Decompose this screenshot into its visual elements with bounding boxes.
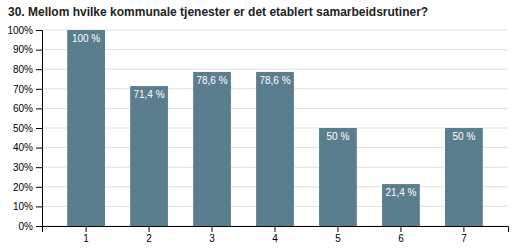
y-tick-mark bbox=[36, 148, 42, 149]
y-tick: 50% bbox=[13, 123, 42, 134]
y-tick-label: 80% bbox=[13, 64, 33, 75]
data-label: 78,6 % bbox=[259, 75, 290, 86]
y-tick: 70% bbox=[13, 84, 42, 95]
x-tick-label: 5 bbox=[335, 233, 341, 244]
y-tick: 30% bbox=[13, 162, 42, 173]
grid bbox=[42, 30, 508, 226]
x-tick: 3 bbox=[209, 226, 215, 244]
y-tick-mark bbox=[36, 226, 42, 227]
y-tick-mark bbox=[36, 206, 42, 207]
y-tick-mark bbox=[36, 108, 42, 109]
x-tick: 1 bbox=[83, 226, 89, 244]
title: 30. Mellom hvilke kommunale tjenester er… bbox=[8, 5, 428, 19]
x-tick-mark bbox=[212, 226, 213, 232]
chart-container: 30. Mellom hvilke kommunale tjenester er… bbox=[0, 0, 520, 250]
x-axis-line bbox=[43, 227, 509, 233]
x-tick-label: 7 bbox=[461, 233, 467, 244]
y-tick-label: 100% bbox=[7, 25, 33, 36]
y-tick-label: 0% bbox=[19, 221, 34, 232]
bar bbox=[67, 30, 105, 226]
y-tick-label: 70% bbox=[13, 84, 33, 95]
x-tick-mark bbox=[400, 226, 401, 232]
y-tick: 80% bbox=[13, 64, 42, 75]
data-label: 78,6 % bbox=[196, 75, 227, 86]
grid-line bbox=[42, 30, 508, 31]
y-tick-mark bbox=[36, 128, 42, 129]
x-tick-label: 4 bbox=[272, 233, 278, 244]
y-tick-mark bbox=[36, 69, 42, 70]
y-tick-mark bbox=[36, 89, 42, 90]
y-tick: 100% bbox=[7, 25, 42, 36]
x-tick-mark bbox=[463, 226, 464, 232]
bar bbox=[382, 184, 420, 226]
bar bbox=[445, 128, 483, 226]
x-tick-mark bbox=[149, 226, 150, 232]
grid-line bbox=[42, 49, 508, 50]
x-tick: 7 bbox=[461, 226, 467, 244]
grid-line bbox=[42, 69, 508, 70]
x-tick-mark bbox=[86, 226, 87, 232]
data-label: 50 % bbox=[327, 131, 350, 142]
data-label: 100 % bbox=[72, 33, 100, 44]
x-tick-label: 2 bbox=[146, 233, 152, 244]
data-label: 21,4 % bbox=[385, 187, 416, 198]
y-tick-label: 50% bbox=[13, 123, 33, 134]
x-axis: 1 2 3 4 5 6 7 bbox=[43, 226, 509, 244]
y-tick: 90% bbox=[13, 44, 42, 55]
bar bbox=[319, 128, 357, 226]
y-tick-label: 90% bbox=[13, 44, 33, 55]
y-tick-mark bbox=[36, 187, 42, 188]
y-tick-label: 40% bbox=[13, 142, 33, 153]
data-label: 71,4 % bbox=[133, 89, 164, 100]
y-tick: 60% bbox=[13, 103, 42, 114]
x-tick-mark bbox=[337, 226, 338, 232]
x-tick: 6 bbox=[398, 226, 404, 244]
bar bbox=[256, 72, 294, 226]
y-tick-label: 10% bbox=[13, 201, 33, 212]
y-axis: 0% 10% 20% 30% 40% 50% 60% 70% 80% 90% 100% bbox=[7, 25, 42, 232]
x-tick: 5 bbox=[335, 226, 341, 244]
bars bbox=[67, 30, 483, 226]
x-tick: 2 bbox=[146, 226, 152, 244]
y-tick-mark bbox=[36, 50, 42, 51]
data-labels: 100 % 71,4 % 78,6 % 78,6 % 50 % 21,4 % 50 % bbox=[72, 33, 476, 198]
y-tick-label: 60% bbox=[13, 103, 33, 114]
y-tick-mark bbox=[36, 167, 42, 168]
y-tick: 40% bbox=[13, 142, 42, 153]
y-tick: 10% bbox=[13, 201, 42, 212]
y-axis-line bbox=[36, 31, 43, 227]
y-tick: 20% bbox=[13, 182, 42, 193]
x-tick: 4 bbox=[272, 226, 278, 244]
x-tick-label: 3 bbox=[209, 233, 215, 244]
x-tick-label: 6 bbox=[398, 233, 404, 244]
y-tick-label: 30% bbox=[13, 162, 33, 173]
bar bbox=[193, 72, 231, 226]
y-tick: 0% bbox=[19, 221, 42, 232]
data-label: 50 % bbox=[453, 131, 476, 142]
bar bbox=[130, 86, 168, 226]
y-tick-label: 20% bbox=[13, 182, 33, 193]
x-tick-mark bbox=[275, 226, 276, 232]
chart-svg: 30. Mellom hvilke kommunale tjenester er… bbox=[0, 0, 520, 250]
x-tick-label: 1 bbox=[83, 233, 89, 244]
y-tick-mark bbox=[36, 30, 42, 31]
